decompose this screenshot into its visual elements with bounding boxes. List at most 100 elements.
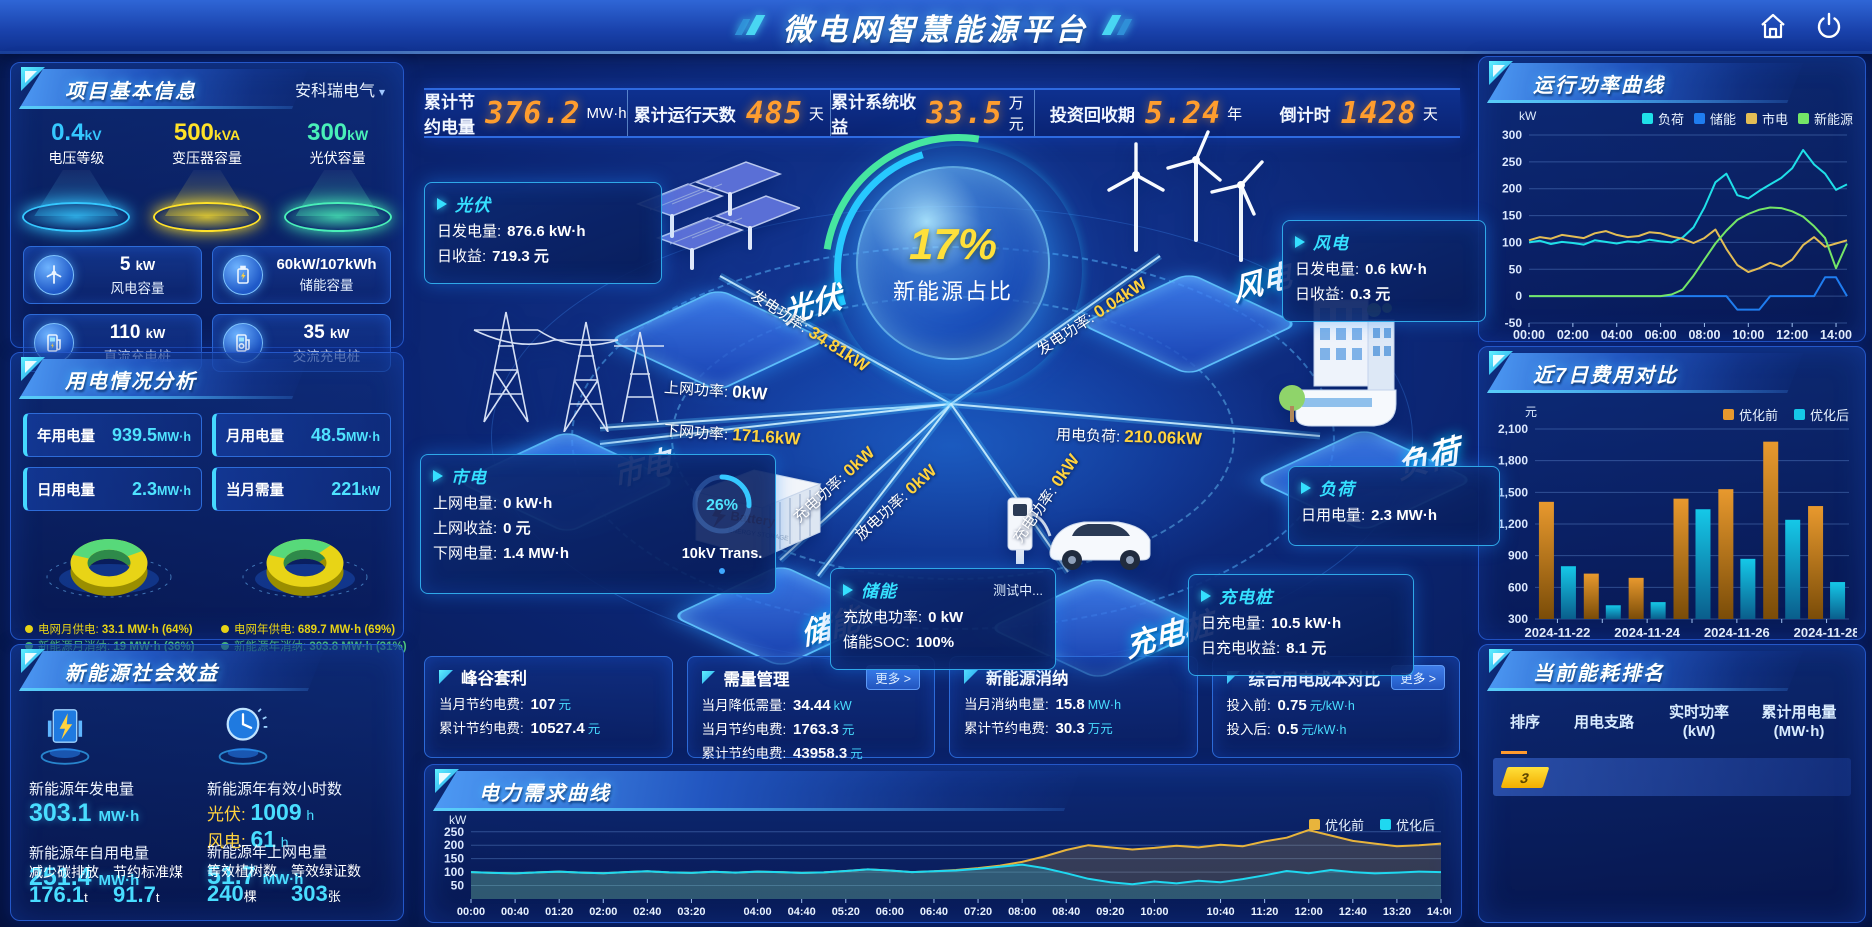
kpi-value: 485 (745, 95, 803, 131)
capacity-card-text: 5 kW 风电容量 (84, 254, 191, 297)
panel-energy-ranking: 当前能耗排名 排序 用电支路 实时功率 (kW) 累计用电量 (MW·h) 3 (1478, 644, 1866, 923)
renewable-share-sphere: 17% 新能源占比 (856, 166, 1050, 360)
panel-usage-header: 用电情况分析 (19, 359, 308, 399)
demand-chart-legend: 优化前 优化后 (1308, 815, 1435, 834)
kpi-unit: MW·h (586, 104, 627, 122)
svg-text:50: 50 (1509, 262, 1523, 276)
svg-text:2,100: 2,100 (1498, 422, 1528, 436)
donut-legend-row: 电网月供电: 33.1 MW·h (64%) (25, 622, 199, 639)
strategy-card-title: 需量管理 (723, 670, 790, 689)
benefit-item: 新能源年发电量 303.1 MW·h 新能源年自用电量 251.4 MW·h 减少碳排放… (29, 699, 207, 908)
tooltip-row: 日收益: 719.3 元 (437, 248, 549, 265)
clock-icon (207, 699, 385, 776)
strategy-card-row: 累计节约电费: 43958.3 元 (701, 745, 863, 762)
device-solar[interactable]: 光伏 (607, 152, 844, 392)
svg-text:250: 250 (1502, 155, 1522, 169)
svg-text:00:00: 00:00 (1513, 328, 1545, 342)
panel-ranking-header: 当前能耗排名 (1487, 651, 1803, 691)
tooltip-row: 日用电量: 2.3 MW·h (1301, 507, 1438, 524)
panel-project-info-header: 项目基本信息 (19, 69, 308, 109)
benefit-secondary: 新能源年自用电量 251.4 MW·h (29, 842, 207, 892)
capacity-spotlight: 0.4kV 电压等级 (17, 119, 135, 232)
panel-corner-icon (21, 357, 45, 381)
usage-stat-box: 月用电量 48.5MW·h (212, 413, 391, 457)
svg-text:26%: 26% (706, 497, 738, 514)
benefit-value: 251.4 MW·h (29, 863, 140, 891)
usage-donut-charts: 电网月供电: 33.1 MW·h (64%)新能源月消纳: 19 MW·h (3… (11, 519, 407, 656)
panel-corner-icon (21, 67, 45, 91)
kpi-unit: 万元 (1008, 95, 1024, 133)
kpi-item: 累计节约电量 376.2 MW·h (424, 90, 628, 137)
usage-stat-value: 48.5MW·h (310, 424, 380, 445)
tooltip-arrow-icon (433, 469, 443, 482)
more-button[interactable]: 更多 > (1391, 665, 1445, 690)
run-power-chart: kW 负荷 储能 市电 新能源 -50 0 50 100 150 200 250 300 00:00 0… (1485, 107, 1859, 352)
capacity-card-value: 110 kW (109, 321, 166, 343)
legend-item-新能源: 新能源 (1797, 109, 1853, 128)
strategy-card-header: 新能源消纳 (964, 665, 1183, 689)
company-dropdown[interactable]: 安科瑞电气 ▾ (295, 77, 385, 101)
panel-project-info: 项目基本信息 安科瑞电气 ▾ 0.4kV 电压等级 500kVA 变压器容量 300kW 光… (10, 62, 404, 372)
svg-text:10:00: 10:00 (1732, 328, 1764, 342)
svg-text:08:00: 08:00 (1008, 906, 1036, 918)
demand-chart-unit: kW (449, 813, 467, 827)
svg-text:06:00: 06:00 (876, 906, 904, 918)
svg-text:100: 100 (1502, 235, 1522, 249)
legend-label: 市电 (1761, 112, 1788, 127)
legend-label: 新能源 (1813, 112, 1853, 127)
power-icon[interactable] (1814, 11, 1844, 41)
legend-label: 优化前 (1324, 818, 1364, 833)
benefit-mini-stat: 等效植树数 240棵 (207, 863, 277, 906)
tooltip-load: 负荷 日用电量: 2.3 MW·h (1288, 466, 1500, 546)
tooltip-row: 下网电量: 1.4 MW·h (433, 545, 570, 562)
usage-stat-label: 当月需量 (226, 482, 284, 499)
legend-swatch (1745, 113, 1757, 124)
legend-swatch (1693, 113, 1705, 124)
benefit-overlap-row: 等效植树数 240棵 等效绿证数 303张 (207, 861, 385, 907)
flow-lines (599, 253, 1321, 579)
tooltip-row: 上网收益: 0 元 (433, 520, 531, 537)
legend-swatch (1793, 409, 1805, 420)
home-icon[interactable] (1758, 11, 1788, 41)
strategy-card: 需量管理 更多 > 当月降低需量: 34.44 kW 当月节约电费: 1763.3 元累计… (686, 656, 935, 762)
device-charger[interactable]: 充电桩 (980, 474, 1215, 680)
card-corner-icon (702, 671, 716, 685)
table-row[interactable]: 3 (1493, 758, 1851, 796)
svg-text:06:40: 06:40 (920, 906, 948, 918)
svg-text:12:00: 12:00 (1295, 906, 1323, 918)
spotlight-value: 0.4kV (51, 119, 102, 146)
kpi-label: 投资回收期 (1049, 105, 1135, 125)
panel-benefit-title: 新能源社会效益 (65, 662, 219, 685)
svg-text:06:00: 06:00 (1645, 328, 1677, 342)
rank-badge: 3 (1500, 766, 1550, 788)
benefit-hours-line: 风电: 61 h (207, 826, 289, 852)
cost-chart-unit: 元 (1525, 405, 1538, 419)
ranking-header-cell: 实时功率 (kW) (1668, 704, 1729, 740)
cost-chart-legend: 优化前 优化后 (1722, 405, 1849, 424)
legend-item-优化前: 优化前 (1308, 815, 1364, 834)
legend-item-市电: 市电 (1745, 109, 1788, 128)
benefit-value: 51.7 MW·h (207, 862, 304, 890)
svg-text:10:40: 10:40 (1206, 906, 1234, 918)
benefit-grid: 新能源年发电量 303.1 MW·h 新能源年自用电量 251.4 MW·h 减少碳排放… (29, 699, 385, 908)
strategy-card-header: 峰谷套利 (439, 665, 658, 689)
svg-text:250: 250 (444, 825, 464, 839)
tooltip-title: 充电桩 (1219, 588, 1273, 607)
device-wind[interactable]: 风电 (1076, 130, 1300, 376)
tooltip-header: 风电 (1295, 229, 1473, 254)
panel-demand-curve: 电力需求曲线 kW 优化前 优化后 50 100 150 200 250 00:00 00:4… (424, 764, 1462, 923)
ranking-header-cell: 用电支路 (1573, 713, 1634, 731)
ranking-header-cell: 排序 (1509, 713, 1540, 731)
tooltip-header: 光伏 (437, 191, 649, 216)
ev-charging-icon (1007, 497, 1151, 570)
panel-run-power: 运行功率曲线 kW 负荷 储能 市电 新能源 -50 0 50 100 150 200 250 30… (1478, 56, 1866, 342)
panel-cost-title: 近7日费用对比 (1533, 364, 1679, 387)
benefit-label: 新能源年上网电量 (207, 844, 328, 861)
tooltip-row: 日收益: 0.3 元 (1295, 286, 1391, 303)
demand-chart: kW 优化前 优化后 50 100 150 200 250 00:00 00:40 01:20 0… (433, 813, 1455, 924)
legend-swatch (1797, 113, 1809, 124)
benefit-mini-stat: 等效绿证数 303张 (291, 863, 361, 906)
device-grid[interactable]: 市电 (444, 282, 684, 534)
strategy-cards-row: 峰谷套利 当月节约电费: 107 元累计节约电费: 10527.4 元 需量管理 更多 >… (424, 656, 1460, 762)
